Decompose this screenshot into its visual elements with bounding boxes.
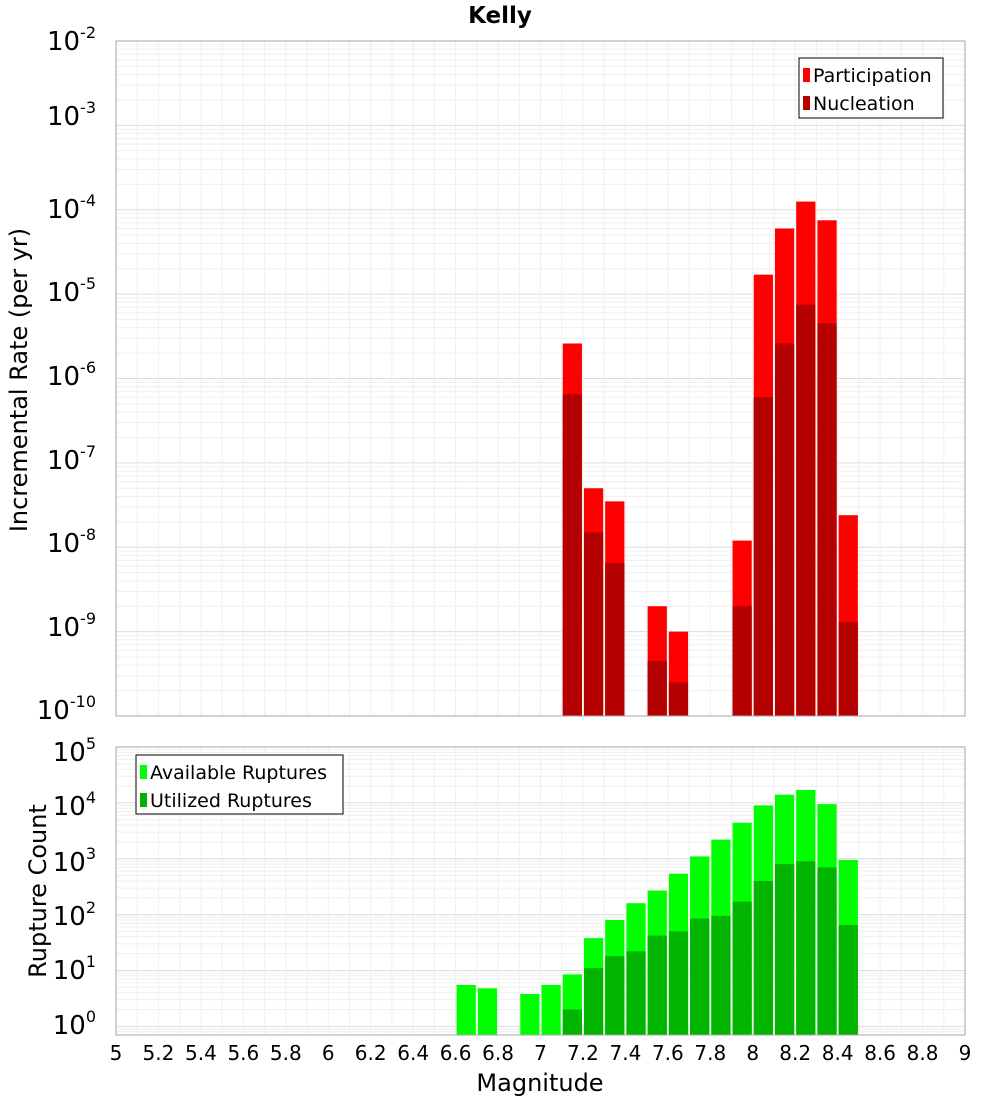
- bottom-panel-frame: [115, 746, 966, 1036]
- top-panel-bar: [753, 397, 773, 716]
- bottom-y-axis-label: Rupture Count: [24, 804, 52, 978]
- x-tick-label: 7.8: [694, 1041, 726, 1065]
- x-tick-label: 6.2: [355, 1041, 387, 1065]
- bottom-panel-bar: [817, 867, 837, 1035]
- x-tick-label: 5.4: [185, 1041, 217, 1065]
- bottom-panel-bar: [690, 918, 710, 1035]
- bottom-panel-bar: [774, 864, 795, 1035]
- top-y-tick-label: 10-6: [47, 358, 96, 392]
- bottom-y-tick-label: 101: [53, 952, 96, 986]
- bottom-legend-box: [135, 754, 344, 815]
- bottom-y-tick-label: 102: [53, 898, 96, 932]
- top-y-tick-label: 10-2: [47, 23, 96, 57]
- x-tick-label: 6.6: [440, 1041, 472, 1065]
- bottom-legend-item-label: Utilized Ruptures: [150, 790, 312, 812]
- top-panel-bar: [796, 304, 816, 716]
- top-legend: Participation Nucleation: [798, 57, 944, 119]
- bottom-panel-bar: [520, 993, 540, 1035]
- top-y-tick-label: 10-9: [47, 609, 96, 643]
- bottom-panel-bar: [541, 984, 561, 1035]
- x-tick-label: 5.8: [270, 1041, 302, 1065]
- bottom-panel-bar: [711, 915, 731, 1035]
- x-tick-label: 8.6: [864, 1041, 896, 1065]
- x-tick-label: 7: [534, 1041, 547, 1065]
- bottom-panel-bar: [647, 935, 667, 1035]
- top-panel-series-1: [562, 304, 858, 716]
- top-y-tick-label: 10-10: [37, 692, 96, 726]
- bottom-panel-bar: [583, 968, 604, 1035]
- bottom-panel-bar: [753, 880, 773, 1035]
- top-panel-bar: [732, 606, 752, 716]
- top-y-tick-label: 10-3: [47, 98, 96, 132]
- x-tick-label: 6: [322, 1041, 335, 1065]
- bottom-panel-bar: [456, 984, 476, 1035]
- bottom-panel-bar: [668, 931, 689, 1035]
- bottom-legend-swatch: [140, 765, 147, 779]
- bottom-panel-series-1: [562, 861, 858, 1035]
- bottom-panel-bar: [562, 1009, 582, 1035]
- x-tick-label: 8.2: [779, 1041, 811, 1065]
- top-y-tick-label: 10-4: [47, 191, 96, 225]
- x-tick-label: 7.4: [609, 1041, 641, 1065]
- bottom-legend-item-label: Available Ruptures: [150, 762, 327, 784]
- bottom-panel-bar: [838, 925, 858, 1035]
- top-y-tick-label: 10-7: [47, 442, 96, 476]
- x-tick-label: 6.8: [482, 1041, 514, 1065]
- bottom-legend: Available Ruptures Utilized Ruptures: [135, 754, 344, 815]
- top-legend-swatch: [803, 68, 810, 82]
- top-panel-bar: [668, 682, 689, 716]
- bottom-panel-bar: [477, 988, 498, 1035]
- top-panel-bar: [605, 563, 625, 716]
- x-tick-label: 5: [110, 1041, 123, 1065]
- top-panel-bar: [583, 532, 604, 716]
- top-panel-bar: [817, 323, 837, 716]
- x-tick-label: 8.8: [907, 1041, 939, 1065]
- bottom-panel-bar: [796, 861, 816, 1035]
- chart-title: Kelly: [468, 3, 532, 29]
- top-panel-frame: [115, 40, 966, 717]
- x-tick-label: 7.6: [652, 1041, 684, 1065]
- top-panel-bar: [838, 622, 858, 716]
- bottom-y-tick-label: 105: [53, 734, 96, 768]
- top-legend-swatch: [803, 96, 810, 110]
- bottom-panel-bar: [605, 956, 625, 1035]
- top-panel-grid: [115, 40, 966, 717]
- x-tick-label: 8.4: [822, 1041, 854, 1065]
- x-tick-label: 9: [959, 1041, 972, 1065]
- x-tick-label: 8: [746, 1041, 759, 1065]
- top-legend-box: [798, 57, 944, 119]
- top-y-axis-label: Incremental Rate (per yr): [5, 228, 33, 532]
- top-panel-bar: [647, 660, 667, 716]
- top-y-tick-label: 10-5: [47, 274, 96, 308]
- bottom-y-tick-label: 100: [53, 1007, 96, 1041]
- x-tick-label: 5.2: [143, 1041, 175, 1065]
- top-panel-bar: [562, 394, 582, 716]
- bottom-panel-bar: [732, 901, 752, 1035]
- bottom-panel-bar: [626, 951, 646, 1035]
- x-tick-label: 6.4: [397, 1041, 429, 1065]
- x-axis-label: Magnitude: [476, 1069, 603, 1097]
- bottom-legend-swatch: [140, 793, 147, 807]
- bottom-y-tick-label: 103: [53, 844, 96, 878]
- bottom-y-tick-label: 104: [53, 788, 96, 822]
- top-legend-item-label: Nucleation: [813, 93, 915, 115]
- top-panel-bar: [774, 343, 795, 716]
- top-legend-item-label: Participation: [813, 65, 932, 87]
- x-tick-label: 7.2: [567, 1041, 599, 1065]
- top-y-tick-label: 10-8: [47, 525, 96, 559]
- x-tick-label: 5.6: [227, 1041, 259, 1065]
